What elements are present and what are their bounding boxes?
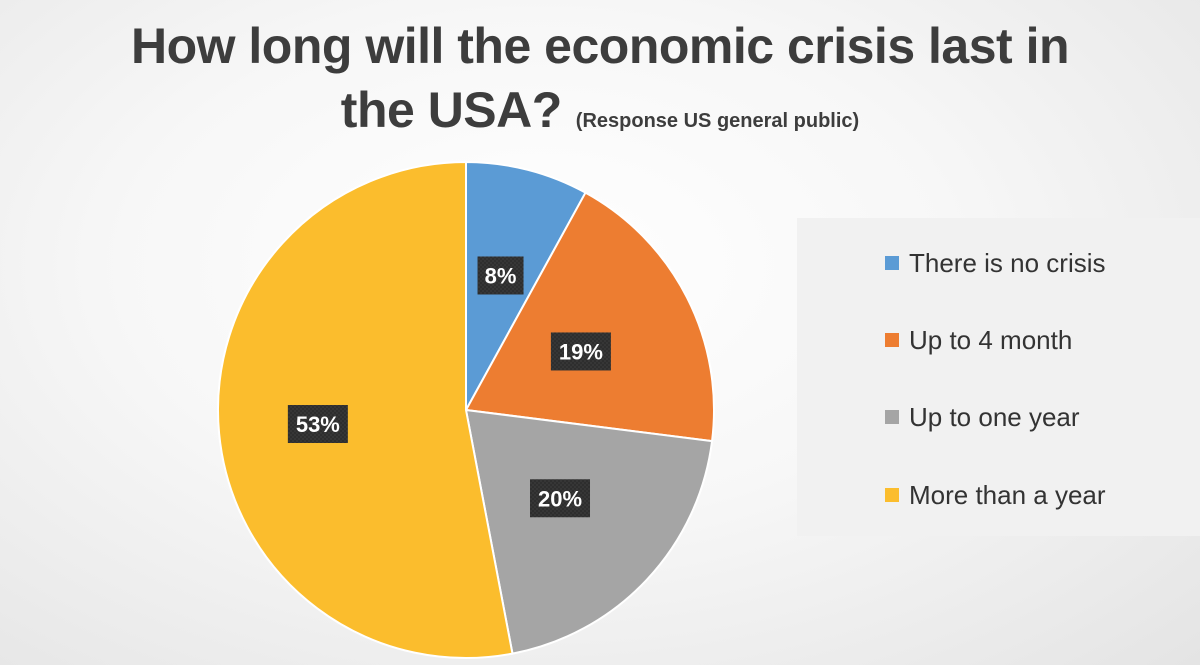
chart-title-line2-wrap: the USA? (Response US general public) <box>0 78 1200 155</box>
legend-swatch-2 <box>885 410 899 424</box>
chart-title: How long will the economic crisis last i… <box>0 14 1200 155</box>
legend-item-2: Up to one year <box>885 402 1080 432</box>
legend-item-1: Up to 4 month <box>885 325 1072 355</box>
legend-label-2: Up to one year <box>909 401 1080 432</box>
data-label-box-1 <box>550 332 611 371</box>
legend-swatch-1 <box>885 333 899 347</box>
legend <box>797 218 1200 536</box>
legend-label-0: There is no crisis <box>909 247 1106 278</box>
data-label-box-2 <box>530 479 591 518</box>
chart-subtitle: (Response US general public) <box>575 110 860 132</box>
data-label-1: 19% <box>550 332 611 371</box>
pie-slice-0 <box>465 160 587 411</box>
data-label-3: 53% <box>287 405 348 444</box>
data-label-box-0 <box>477 256 524 295</box>
chart-title-line1: How long will the economic crisis last i… <box>130 18 1070 74</box>
data-label-box-3 <box>287 405 348 444</box>
pie-slice-1 <box>464 191 715 443</box>
data-label-2: 20% <box>530 479 591 518</box>
legend-swatch-3 <box>885 488 899 502</box>
legend-label-1: Up to 4 month <box>909 324 1073 355</box>
legend-item-3: More than a year <box>885 480 1106 510</box>
data-label-text-0: 8% <box>485 263 517 288</box>
legend-label-3: More than a year <box>909 479 1106 510</box>
data-label-text-3: 53% <box>296 412 340 437</box>
pie-slice-3 <box>217 160 514 659</box>
data-label-text-2: 20% <box>538 486 582 511</box>
legend-swatch-0 <box>885 256 899 270</box>
data-label-0: 8% <box>477 256 524 295</box>
data-label-text-1: 19% <box>559 339 603 364</box>
legend-item-0: There is no crisis <box>885 248 1106 278</box>
pie-slice-2 <box>464 408 714 655</box>
chart-title-line2: the USA? <box>340 82 563 138</box>
